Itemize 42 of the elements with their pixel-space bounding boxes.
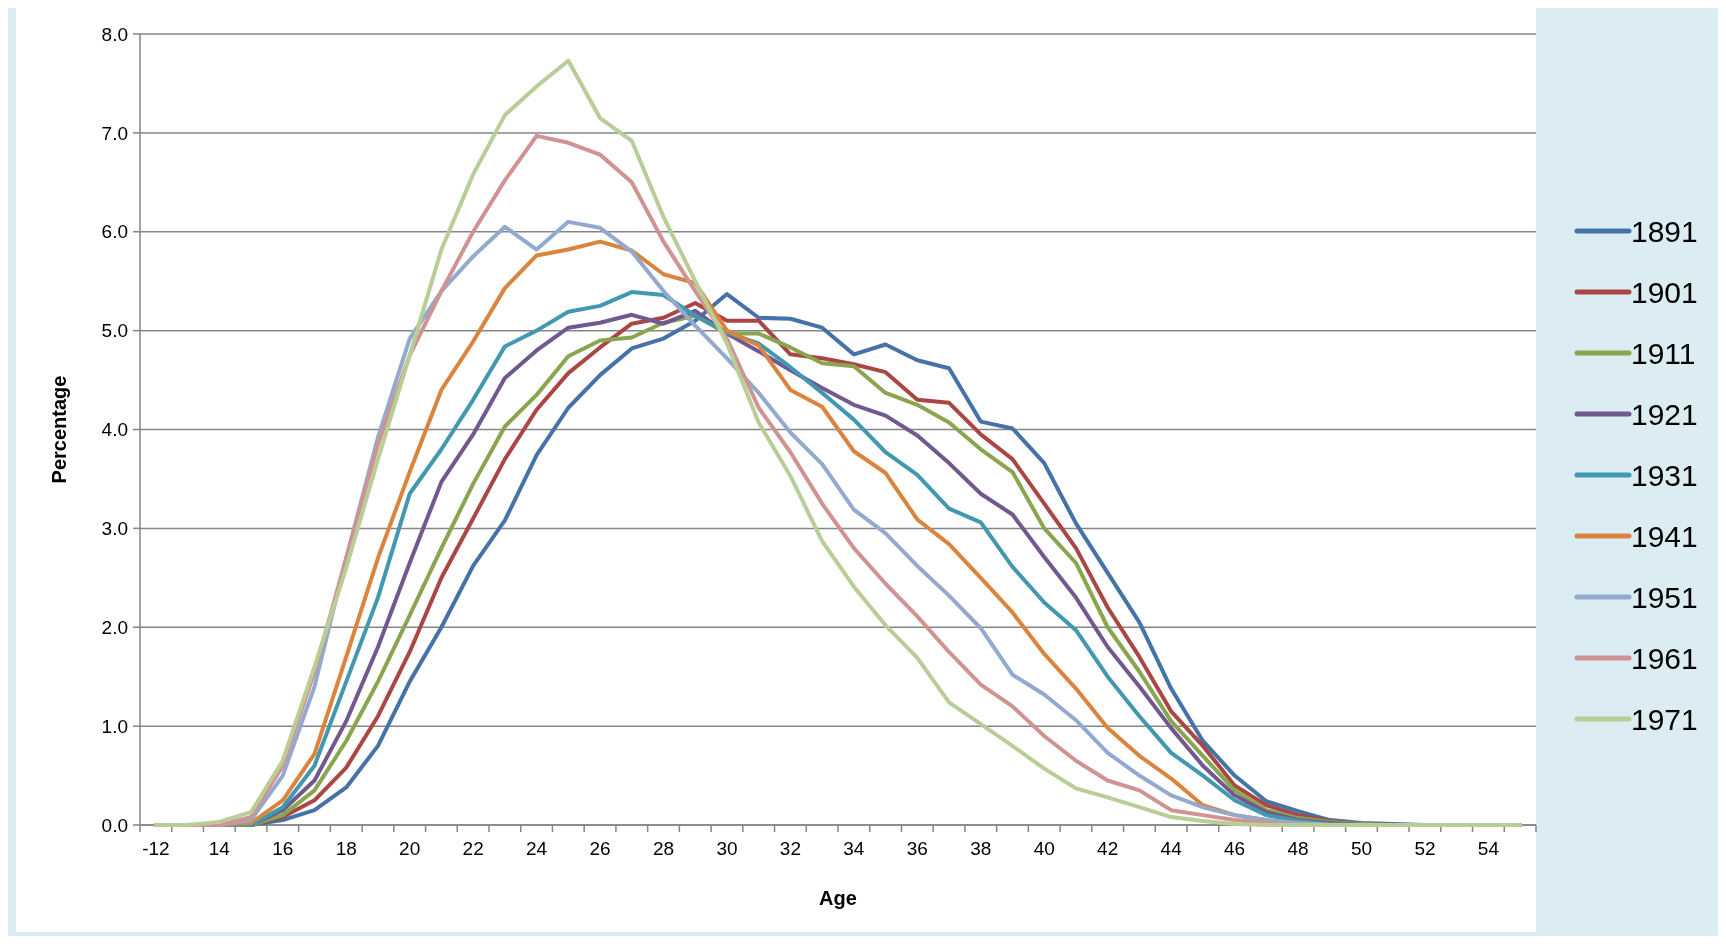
y-tick-label: 8.0: [101, 23, 128, 45]
x-tick-label: 30: [716, 838, 738, 859]
y-tick-label: 2.0: [101, 616, 128, 638]
y-tick-label: 3.0: [101, 518, 128, 540]
y-tick-label: 5.0: [101, 320, 128, 342]
x-tick-label: 32: [779, 838, 801, 859]
x-tick-label: 34: [843, 838, 865, 859]
x-tick-label: -12: [142, 838, 170, 859]
y-tick-label: 6.0: [101, 221, 128, 243]
legend-label: 1891: [1631, 214, 1698, 248]
x-tick-label: 22: [462, 838, 484, 859]
legend-label: 1911: [1631, 336, 1696, 370]
x-tick-label: 48: [1287, 838, 1309, 859]
x-tick-label: 40: [1033, 838, 1055, 859]
x-tick-label: 46: [1224, 838, 1246, 859]
x-tick-label: 52: [1414, 838, 1436, 859]
legend-label: 1931: [1631, 458, 1698, 492]
x-tick-label: 16: [272, 838, 294, 859]
x-tick-label: 24: [526, 838, 548, 859]
x-tick-label: 54: [1477, 838, 1500, 859]
legend-label: 1971: [1631, 702, 1698, 736]
x-axis-title: Age: [819, 887, 857, 909]
y-tick-label: 7.0: [101, 122, 128, 144]
legend-label: 1961: [1631, 641, 1698, 675]
x-tick-label: 28: [652, 838, 675, 859]
y-axis-title: Percentage: [48, 375, 70, 484]
legend-label: 1921: [1631, 397, 1698, 431]
x-tick-label: 38: [970, 838, 992, 859]
x-tick-label: 26: [589, 838, 611, 859]
x-tick-label: 50: [1350, 838, 1373, 859]
legend-label: 1951: [1631, 580, 1698, 614]
y-tick-label: 4.0: [101, 419, 128, 441]
legend-label: 1901: [1631, 275, 1698, 309]
x-tick-label: 36: [906, 838, 928, 859]
x-tick-label: 14: [208, 838, 231, 859]
x-tick-label: 20: [399, 838, 421, 859]
x-tick-label: 42: [1097, 838, 1119, 859]
y-tick-label: 1.0: [101, 715, 128, 737]
legend-label: 1941: [1631, 519, 1698, 553]
x-tick-label: 44: [1160, 838, 1183, 859]
y-tick-label: 0.0: [101, 814, 128, 836]
x-tick-label: 18: [335, 838, 357, 859]
